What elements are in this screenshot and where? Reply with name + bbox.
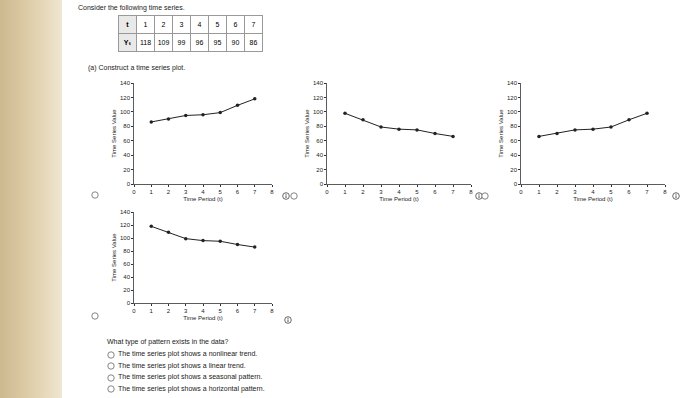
svg-text:60: 60 <box>316 138 323 144</box>
svg-text:20: 20 <box>510 167 517 173</box>
svg-text:3: 3 <box>379 189 383 195</box>
svg-text:Time Series Value: Time Series Value <box>111 109 117 158</box>
svg-text:40: 40 <box>123 274 130 280</box>
svg-text:0: 0 <box>325 189 329 195</box>
svg-text:3: 3 <box>184 308 188 314</box>
html-text:t: t <box>126 21 129 28</box>
svg-text:80: 80 <box>123 123 130 129</box>
html-text:The time series plot shows a n: The time series plot shows a nonlinear t… <box>118 350 258 357</box>
svg-text:140: 140 <box>507 80 518 86</box>
html-text:2: 2 <box>161 21 166 28</box>
svg-text:0: 0 <box>320 181 324 187</box>
html-text:95: 95 <box>213 39 222 46</box>
svg-text:5: 5 <box>219 189 223 195</box>
html-text:Yₜ: Yₜ <box>123 38 132 46</box>
svg-text:40: 40 <box>123 152 130 158</box>
svg-text:Time Period (t): Time Period (t) <box>183 196 222 202</box>
svg-text:5: 5 <box>219 308 223 314</box>
html-text:96: 96 <box>195 39 204 46</box>
html-text:118: 118 <box>139 39 152 46</box>
svg-text:1: 1 <box>150 189 154 195</box>
svg-text:40: 40 <box>316 152 323 158</box>
html-text:What type of pattern exists in: What type of pattern exists in the data? <box>107 338 229 345</box>
svg-text:140: 140 <box>120 80 131 86</box>
svg-text:40: 40 <box>510 152 517 158</box>
svg-text:Time Series Value: Time Series Value <box>304 109 310 158</box>
svg-text:5: 5 <box>609 189 613 195</box>
html-text:4: 4 <box>197 21 202 28</box>
svg-text:0: 0 <box>127 181 131 187</box>
svg-text:80: 80 <box>510 123 517 129</box>
svg-text:60: 60 <box>123 138 130 144</box>
svg-text:2: 2 <box>167 189 171 195</box>
svg-text:60: 60 <box>123 261 130 267</box>
svg-text:7: 7 <box>253 189 257 195</box>
svg-text:0: 0 <box>127 300 131 306</box>
svg-text:1: 1 <box>150 308 154 314</box>
svg-text:4: 4 <box>201 189 205 195</box>
html-text:6: 6 <box>233 21 238 28</box>
svg-text:1: 1 <box>343 189 347 195</box>
svg-text:20: 20 <box>123 287 130 293</box>
svg-text:0: 0 <box>132 308 136 314</box>
svg-text:7: 7 <box>645 189 649 195</box>
html-text:Consider the following time se: Consider the following time series. <box>78 4 185 11</box>
svg-text:4: 4 <box>201 308 205 314</box>
svg-text:0: 0 <box>132 189 136 195</box>
svg-text:100: 100 <box>120 235 131 241</box>
svg-text:80: 80 <box>123 248 130 254</box>
svg-text:140: 140 <box>313 80 324 86</box>
svg-text:100: 100 <box>120 109 131 115</box>
svg-text:20: 20 <box>123 167 130 173</box>
svg-text:3: 3 <box>184 189 188 195</box>
svg-text:2: 2 <box>361 189 365 195</box>
svg-text:8: 8 <box>469 189 473 195</box>
svg-text:120: 120 <box>313 95 324 101</box>
svg-text:120: 120 <box>120 95 131 101</box>
svg-text:120: 120 <box>120 222 131 228</box>
svg-text:6: 6 <box>236 189 240 195</box>
html-text:(a) Construct a time series pl: (a) Construct a time series plot. <box>88 64 186 71</box>
svg-text:100: 100 <box>313 109 324 115</box>
svg-text:Time Period (t): Time Period (t) <box>183 315 222 321</box>
svg-text:8: 8 <box>663 189 667 195</box>
svg-text:1: 1 <box>537 189 541 195</box>
svg-text:Time Period (t): Time Period (t) <box>573 196 612 202</box>
svg-text:Time Period (t): Time Period (t) <box>379 196 418 202</box>
svg-text:140: 140 <box>120 209 131 215</box>
svg-text:Time Series Value: Time Series Value <box>111 233 117 282</box>
svg-text:60: 60 <box>510 138 517 144</box>
svg-text:7: 7 <box>451 189 455 195</box>
svg-text:4: 4 <box>591 189 595 195</box>
html-text:86: 86 <box>249 39 258 46</box>
svg-text:100: 100 <box>507 109 518 115</box>
svg-text:80: 80 <box>316 123 323 129</box>
svg-text:3: 3 <box>573 189 577 195</box>
svg-text:120: 120 <box>507 95 518 101</box>
svg-text:6: 6 <box>236 308 240 314</box>
svg-text:2: 2 <box>167 308 171 314</box>
svg-text:6: 6 <box>627 189 631 195</box>
html-text:5: 5 <box>215 21 220 28</box>
html-text:109: 109 <box>157 39 170 46</box>
html-text:90: 90 <box>231 39 240 46</box>
svg-text:0: 0 <box>519 189 523 195</box>
svg-text:8: 8 <box>270 189 274 195</box>
html-text:The time series plot shows a h: The time series plot shows a horizontal … <box>118 384 265 392</box>
html-text:The time series plot shows a s: The time series plot shows a seasonal pa… <box>118 373 263 380</box>
svg-text:8: 8 <box>270 308 274 314</box>
svg-text:0: 0 <box>514 181 518 187</box>
html-text:1: 1 <box>143 21 148 28</box>
html-text:7: 7 <box>251 21 256 28</box>
svg-text:4: 4 <box>397 189 401 195</box>
svg-text:5: 5 <box>415 189 419 195</box>
html-text:3: 3 <box>179 21 184 28</box>
svg-text:7: 7 <box>253 308 257 314</box>
html-text:The time series plot shows a l: The time series plot shows a linear tren… <box>118 361 246 369</box>
html-text:99: 99 <box>177 39 186 46</box>
svg-text:2: 2 <box>555 189 559 195</box>
svg-text:6: 6 <box>433 189 437 195</box>
svg-text:20: 20 <box>316 167 323 173</box>
svg-text:Time Series Value: Time Series Value <box>498 109 504 158</box>
